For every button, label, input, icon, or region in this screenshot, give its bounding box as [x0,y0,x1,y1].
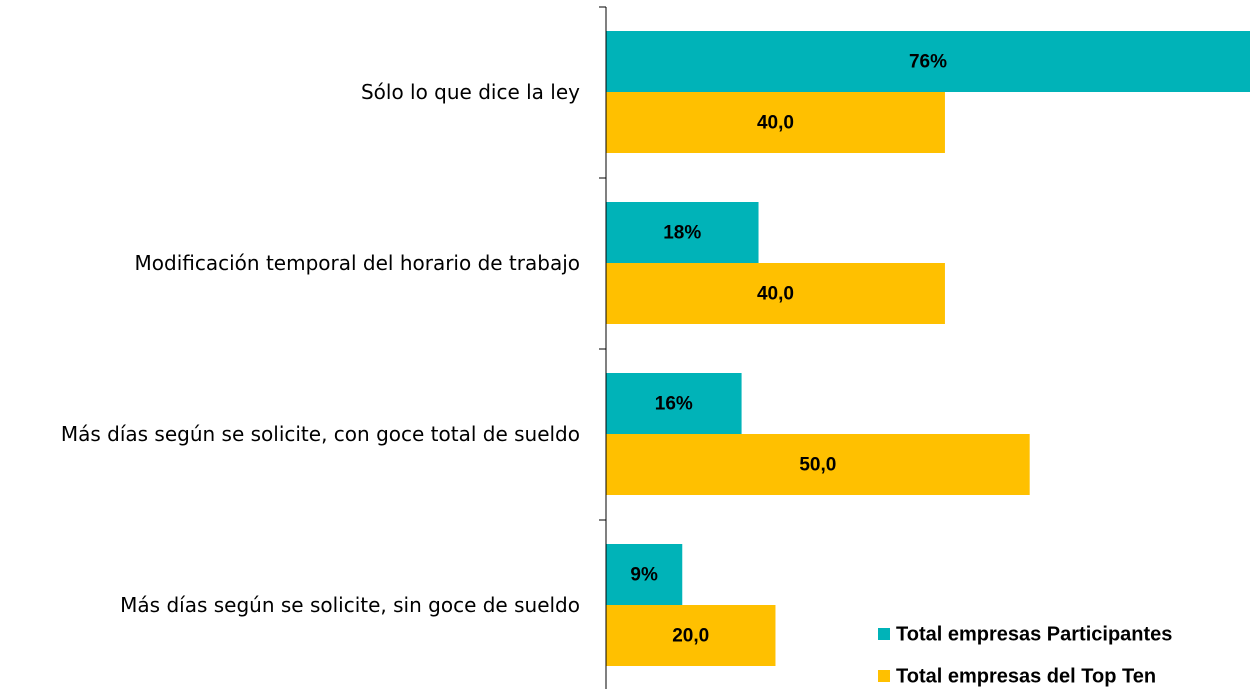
data-label: 76% [909,52,947,73]
category-label-box: Más días según se solicite, con goce tot… [20,418,580,450]
data-label: 9% [630,565,658,586]
bar [606,202,759,263]
bar [606,263,945,324]
category-label: Modificación temporal del horario de tra… [134,251,580,275]
data-label: 50,0 [799,455,836,476]
data-label: 16% [655,394,693,415]
data-label: 20,0 [672,626,709,647]
bar [606,373,742,434]
data-label: 18% [663,223,701,244]
data-label: 40,0 [757,113,794,134]
bar [606,434,1030,495]
category-label: Más días según se solicite, sin goce de … [120,593,580,617]
category-label: Más días según se solicite, con goce tot… [60,422,580,446]
legend-label: Total empresas Participantes [896,623,1172,645]
category-label-box: Sólo lo que dice la ley [20,76,580,108]
legend-swatch [878,670,890,682]
bar [606,544,683,605]
category-label-box: Más días según se solicite, sin goce de … [20,589,580,621]
category-label: Sólo lo que dice la ley [360,80,580,104]
category-label-box: Modificación temporal del horario de tra… [20,247,580,279]
bar [606,605,776,666]
bar [606,92,945,153]
legend-label: Total empresas del Top Ten [896,665,1156,687]
data-label: 40,0 [757,284,794,305]
legend-swatch [878,628,890,640]
bar [606,31,1250,92]
